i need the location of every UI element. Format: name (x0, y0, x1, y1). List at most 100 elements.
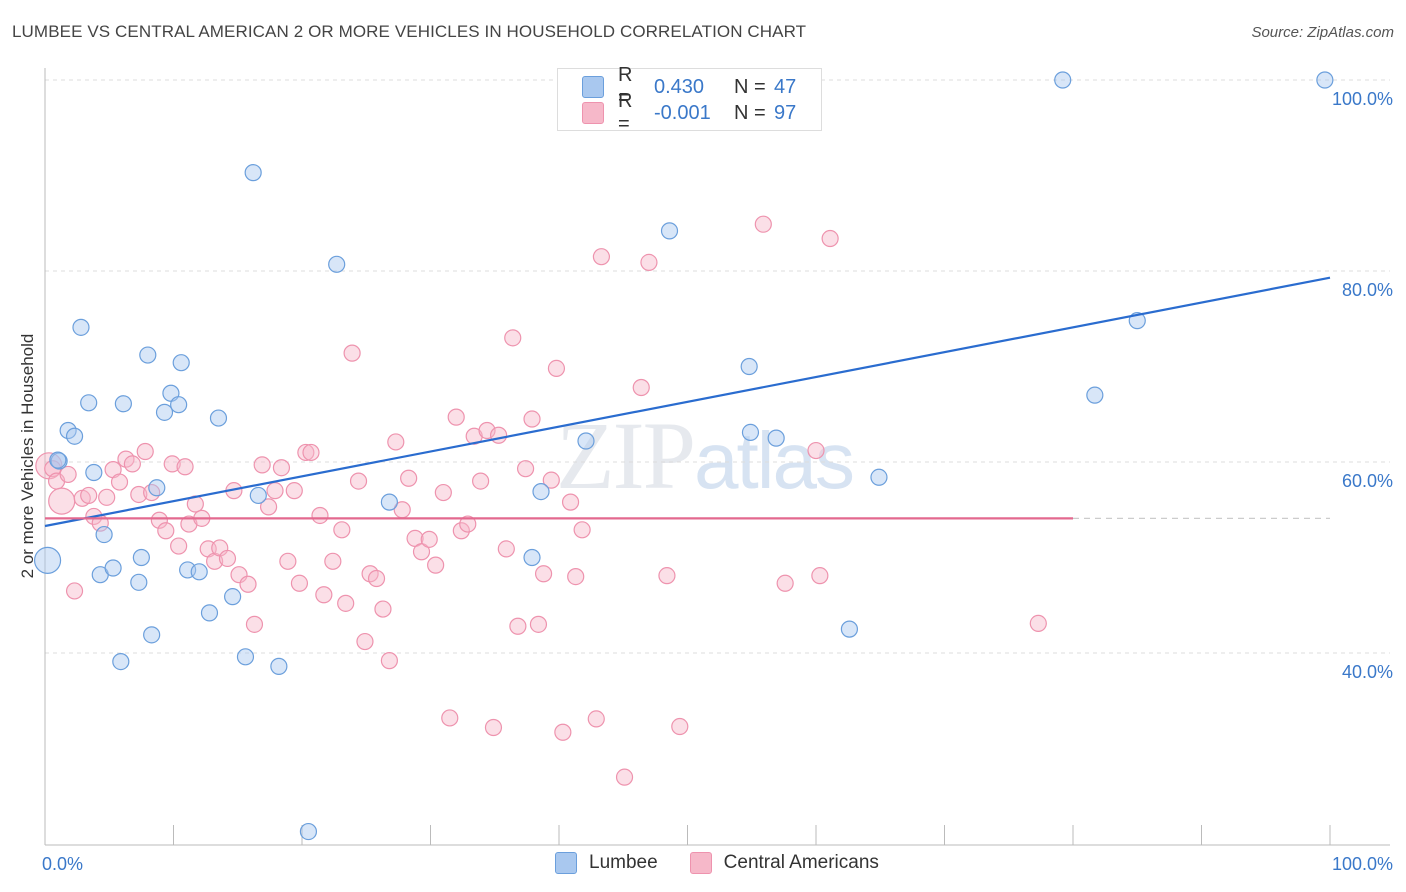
lumbee-point (741, 423, 760, 441)
central-american-point (266, 482, 284, 500)
legend-row-lumbee: R = 0.430 N = 47 (582, 64, 796, 109)
central-american-point (632, 378, 650, 397)
central-american-point (136, 442, 154, 461)
legend-n-label: N = (734, 101, 766, 124)
legend-swatch-central-americans (689, 852, 712, 874)
series-legend: Lumbee Central Americans (555, 852, 911, 874)
lumbee-point (170, 396, 188, 414)
legend-row-central-americans: R = -0.001 N = 97 (582, 90, 797, 135)
central-american-point (400, 469, 418, 487)
lumbee-point (244, 164, 262, 182)
central-american-point (380, 652, 398, 670)
central-american-point (447, 408, 465, 426)
central-american-point (245, 615, 264, 633)
central-american-point (490, 426, 508, 444)
lumbee-point (104, 559, 122, 577)
central-american-point (420, 530, 438, 548)
lumbee-point (1086, 386, 1104, 404)
central-american-point (497, 540, 515, 558)
central-american-point (279, 552, 297, 570)
legend-label-lumbee: Lumbee (589, 852, 658, 873)
central-american-point (573, 521, 591, 539)
central-american-point (523, 410, 541, 428)
lumbee-point (59, 421, 77, 440)
lumbee-point (172, 354, 190, 372)
legend-r-label: R = (618, 90, 633, 135)
chart-source: Source: ZipAtlas.com (1251, 24, 1394, 41)
central-american-point (374, 600, 392, 618)
lumbee-point (200, 604, 219, 622)
legend-r-label: R = (618, 64, 633, 109)
central-american-point (315, 586, 333, 604)
legend-n-value: 97 (774, 101, 797, 124)
legend-n-label: N = (734, 75, 766, 98)
central-american-point (272, 459, 291, 477)
lumbee-point (523, 548, 541, 567)
legend-r-value: -0.001 (654, 101, 711, 124)
chart-title: LUMBEE VS CENTRAL AMERICAN 2 OR MORE VEH… (12, 22, 807, 41)
central-american-point (285, 482, 303, 500)
central-american-point (176, 458, 194, 476)
lumbee-point (190, 563, 208, 581)
central-american-point (324, 552, 342, 570)
lumbee-point (80, 394, 98, 412)
central-american-point (640, 253, 658, 272)
lumbee-point (270, 657, 288, 675)
central-american-point (592, 248, 611, 266)
central-american-point (441, 709, 459, 727)
lumbee-point (840, 620, 859, 638)
lumbee-point (49, 451, 67, 469)
central-american-point (658, 567, 676, 585)
lumbee-point (95, 525, 113, 544)
y-tick-label: 100.0% (1332, 89, 1393, 109)
lumbee-point (380, 493, 398, 511)
lumbee-point (532, 483, 550, 501)
legend-item-central-americans[interactable]: Central Americans (689, 852, 879, 874)
central-american-point (170, 537, 188, 555)
central-american-point (452, 522, 470, 540)
y-tick-label: 40.0% (1342, 662, 1393, 682)
central-american-point (542, 471, 560, 489)
legend-swatch-lumbee (555, 852, 577, 874)
lumbee-point (132, 548, 150, 567)
lumbee-point (1054, 71, 1072, 89)
central-american-point (123, 455, 141, 473)
central-american-point (484, 718, 503, 737)
lumbee-point (130, 573, 148, 591)
central-american-point (349, 472, 368, 490)
lumbee-point (577, 432, 595, 450)
lumbee-point (1316, 71, 1334, 89)
lumbee-point (50, 452, 68, 470)
central-american-point (297, 443, 315, 462)
central-american-point (163, 455, 181, 473)
central-american-point (130, 485, 148, 504)
central-american-point (509, 617, 527, 635)
central-american-point (356, 632, 374, 651)
central-american-point (567, 567, 585, 586)
central-american-point (561, 493, 580, 511)
lumbee-point (112, 652, 130, 671)
central-american-point (412, 543, 431, 561)
central-american-point (587, 710, 605, 728)
lumbee-point (65, 427, 84, 445)
x-tick-label: 100.0% (1332, 854, 1393, 874)
central-american-point (290, 574, 309, 592)
y-tick-label: 60.0% (1342, 471, 1393, 491)
central-american-point (807, 441, 825, 460)
central-american-point (776, 574, 794, 592)
stats-legend: R = 0.430 N = 47 R = -0.001 N = 97 (557, 64, 822, 135)
legend-label-central-americans: Central Americans (723, 852, 879, 873)
central-american-point (65, 582, 84, 600)
legend-swatch-central-americans (582, 102, 604, 124)
central-american-point (529, 615, 548, 633)
legend-item-lumbee[interactable]: Lumbee (555, 852, 658, 874)
central-american-point (821, 229, 839, 248)
central-american-point (504, 329, 522, 347)
central-american-point (472, 472, 490, 490)
central-american-point (811, 567, 829, 585)
lumbee-point (870, 468, 888, 486)
central-american-point (98, 488, 116, 506)
y-axis-label: 2 or more Vehicles in Household (18, 333, 37, 579)
central-american-point (516, 460, 535, 478)
